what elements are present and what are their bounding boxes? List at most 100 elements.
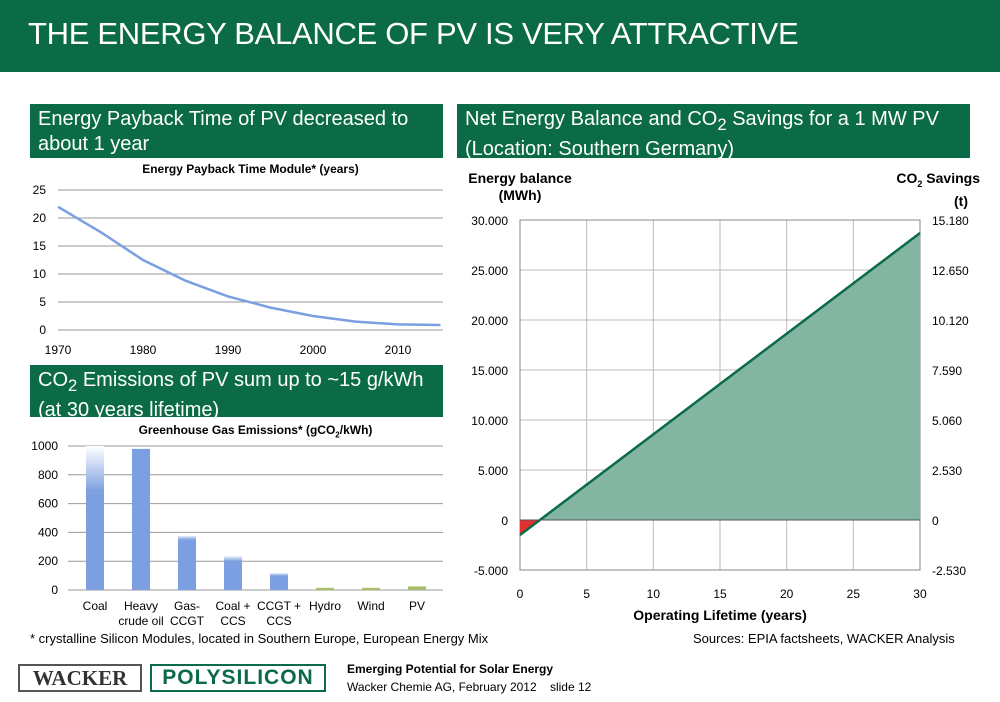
category-label: CCGT + (257, 599, 301, 613)
category-label: crude oil (118, 614, 163, 628)
y-tick-label: 600 (38, 497, 58, 511)
y-tick-label: 1000 (31, 439, 58, 453)
l1b: Savings (922, 170, 980, 186)
y-tick-label-left: 5.000 (478, 464, 508, 478)
x-tick-label: 20 (780, 587, 794, 601)
x-tick-label: 1990 (215, 343, 242, 357)
y-tick-label-left: 10.000 (471, 414, 508, 428)
l1: Energy balance (468, 170, 572, 186)
y-tick-label: 200 (38, 554, 58, 568)
y-tick-label-left: 15.000 (471, 364, 508, 378)
category-label: Coal + (215, 599, 250, 613)
x-tick-label: 15 (713, 587, 727, 601)
bar (316, 587, 334, 590)
y-tick-label-right: 10.120 (932, 314, 969, 328)
bar (224, 561, 242, 590)
subscript: 2 (68, 376, 78, 395)
bar (362, 587, 380, 590)
t: Greenhouse Gas Emissions* (gCO (138, 423, 336, 437)
category-label: CCS (266, 614, 291, 628)
section-title-rest: Emissions of PV sum up to ~15 g/kWh (at … (38, 369, 424, 421)
l2: (MWh) (498, 187, 542, 203)
y-tick-label: 0 (51, 583, 58, 597)
chart1-title: Energy Payback Time Module* (years) (142, 162, 359, 176)
y-tick-label-left: 25.000 (471, 264, 508, 278)
category-label: Coal (83, 599, 108, 613)
section-net-energy: Net Energy Balance and CO2 Savings for a… (457, 104, 970, 160)
l1: CO (896, 170, 918, 186)
y-tick-label-right: 0 (932, 514, 939, 528)
x-axis-label: Operating Lifetime (years) (633, 607, 807, 623)
y-tick-label: 800 (38, 468, 58, 482)
s: 2 (917, 178, 923, 189)
section-title-rest: Savings for a 1 MW PV (Location: Souther… (465, 108, 939, 160)
left-axis-label: Energy balance (MWh) (450, 170, 590, 204)
slide-title: THE ENERGY BALANCE OF PV IS VERY ATTRACT… (28, 16, 799, 51)
x-tick-label: 1980 (130, 343, 157, 357)
y-tick-label: 15 (33, 239, 47, 253)
plot-frame (519, 219, 921, 571)
header-bar: THE ENERGY BALANCE OF PV IS VERY ATTRACT… (0, 0, 1000, 72)
subscript: 2 (717, 115, 727, 134)
section-energy-payback: Energy Payback Time of PV decreased to a… (30, 104, 443, 158)
y-tick-label: 0 (39, 323, 46, 337)
t2: /kWh) (339, 423, 373, 437)
y-tick-label-left: -5.000 (474, 564, 508, 578)
y-tick-label-right: 7.590 (932, 364, 962, 378)
x-tick-label: 2010 (385, 343, 412, 357)
sources: Sources: EPIA factsheets, WACKER Analysi… (693, 631, 955, 646)
section-co2-emissions: CO2 Emissions of PV sum up to ~15 g/kWh … (30, 365, 443, 421)
y-tick-label-right: -2.530 (932, 564, 966, 578)
y-tick-label-left: 30.000 (471, 214, 508, 228)
x-tick-label: 2000 (300, 343, 327, 357)
y-tick-label-left: 20.000 (471, 314, 508, 328)
bar (178, 539, 196, 590)
polysilicon-logo: POLYSILICON (150, 664, 326, 692)
bar (86, 492, 104, 590)
bar (270, 575, 288, 590)
bar-range (178, 535, 196, 540)
category-label: Hydro (309, 599, 341, 613)
bar (132, 448, 150, 590)
bar (408, 586, 426, 590)
bar-range (86, 446, 104, 493)
category-label: Wind (357, 599, 384, 613)
section-title: Net Energy Balance and CO (465, 108, 718, 130)
footer-line: Wacker Chemie AG, February 2012 slide 12 (347, 680, 592, 694)
y-tick-label-right: 12.650 (932, 264, 969, 278)
x-tick-label: 5 (583, 587, 590, 601)
category-label: CCGT (170, 614, 205, 628)
y-tick-label: 5 (39, 295, 46, 309)
wacker-logo: WACKER (18, 664, 142, 692)
payback-line (57, 205, 441, 327)
right-axis-label: CO2 Savings (t) (850, 170, 980, 210)
x-tick-label: 10 (647, 587, 661, 601)
y-tick-label: 10 (33, 267, 47, 281)
footer-title: Emerging Potential for Solar Energy (347, 662, 554, 676)
section-title: CO (38, 369, 68, 391)
x-tick-label: 25 (847, 587, 861, 601)
x-tick-label: 0 (517, 587, 524, 601)
x-tick-label: 1970 (45, 343, 72, 357)
bar-range (270, 572, 288, 576)
y-tick-label-left: 0 (501, 514, 508, 528)
y-tick-label: 20 (33, 211, 47, 225)
balance-line (519, 232, 921, 536)
y-tick-label-right: 15.180 (932, 214, 969, 228)
y-tick-label: 25 (33, 183, 47, 197)
l2: (t) (954, 192, 968, 209)
y-tick-label: 400 (38, 525, 58, 539)
x-tick-label: 30 (913, 587, 927, 601)
category-label: Gas- (174, 599, 200, 613)
y-tick-label-right: 2.530 (932, 464, 962, 478)
bar-range (224, 555, 242, 562)
category-label: Heavy (124, 599, 158, 613)
section-title: Energy Payback Time of PV decreased to a… (38, 108, 409, 155)
chart2-title: Greenhouse Gas Emissions* (gCO2/kWh) (68, 423, 443, 439)
s: 2 (335, 430, 340, 440)
footnote: * crystalline Silicon Modules, located i… (30, 631, 489, 646)
y-tick-label-right: 5.060 (932, 414, 962, 428)
category-label: CCS (220, 614, 245, 628)
category-label: PV (409, 599, 425, 613)
